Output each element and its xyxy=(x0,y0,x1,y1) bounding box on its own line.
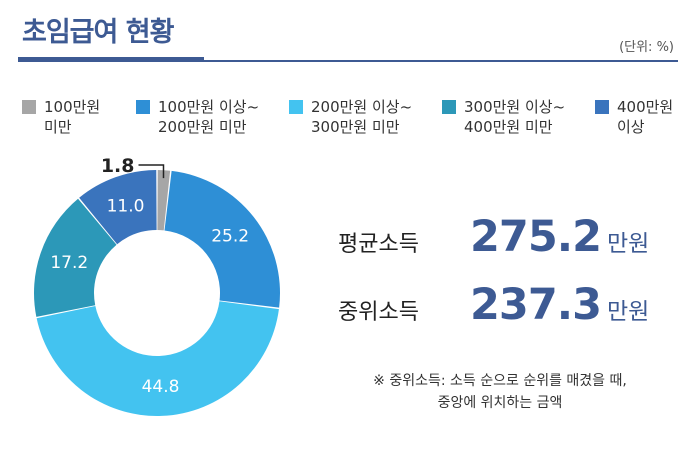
title-underline xyxy=(18,60,678,62)
donut-slice xyxy=(164,170,280,308)
donut-slice xyxy=(157,170,171,231)
legend-swatch xyxy=(22,100,36,114)
mean-income-value: 275.2 xyxy=(470,212,602,262)
slice-value-label: 25.2 xyxy=(211,227,249,247)
legend: 100만원 미만 100만원 이상~ 200만원 미만 200만원 이상~ 30… xyxy=(0,97,696,147)
median-income-value: 237.3 xyxy=(470,280,602,330)
donut-chart: 1.8 25.2 44.8 17.2 11.0 xyxy=(34,155,280,417)
legend-label: 300만원 이상~ 400만원 미만 xyxy=(464,98,566,136)
footnote: ※ 중위소득: 소득 순으로 순위를 매겼을 때, 중앙에 위치하는 금액 xyxy=(340,370,660,414)
legend-swatch xyxy=(595,100,609,114)
donut-slice xyxy=(36,301,279,417)
slice-value-label: 44.8 xyxy=(142,377,180,397)
unit-label: (단위: %) xyxy=(619,40,674,55)
callout-line xyxy=(138,164,165,179)
median-income-row: 중위소득 237.3 만원 xyxy=(338,280,649,330)
median-income-unit: 만원 xyxy=(607,299,650,325)
slice-value-label: 11.0 xyxy=(107,196,145,216)
legend-item-300-400: 300만원 이상~ 400만원 미만 xyxy=(442,97,584,137)
legend-swatch xyxy=(136,100,150,114)
mean-income-label: 평균소득 xyxy=(338,232,419,257)
mean-income-row: 평균소득 275.2 만원 xyxy=(338,212,649,262)
legend-label: 200만원 이상~ 300만원 미만 xyxy=(311,98,413,136)
legend-label: 100만원 이상~ 200만원 미만 xyxy=(158,98,260,136)
title-underline-accent xyxy=(18,57,204,62)
legend-item-under-100: 100만원 미만 xyxy=(22,97,164,137)
legend-item-over-400: 400만원 이상 xyxy=(595,97,696,137)
chart-title: 초임급여 현황 xyxy=(22,17,174,48)
slice-value-label: 1.8 xyxy=(101,155,135,177)
legend-item-100-200: 100만원 이상~ 200만원 미만 xyxy=(136,97,278,137)
slice-value-label: 17.2 xyxy=(50,253,88,273)
legend-label: 100만원 미만 xyxy=(44,98,101,136)
legend-swatch xyxy=(289,100,303,114)
legend-swatch xyxy=(442,100,456,114)
median-income-label: 중위소득 xyxy=(338,300,419,325)
legend-item-200-300: 200만원 이상~ 300만원 미만 xyxy=(289,97,431,137)
mean-income-unit: 만원 xyxy=(607,231,650,257)
footnote-line-1: ※ 중위소득: 소득 순으로 순위를 매겼을 때, xyxy=(373,373,627,389)
donut-slice xyxy=(34,198,117,317)
donut-slice xyxy=(79,170,157,245)
legend-label: 400만원 이상 xyxy=(617,98,674,136)
footnote-line-2: 중앙에 위치하는 금액 xyxy=(437,395,563,411)
